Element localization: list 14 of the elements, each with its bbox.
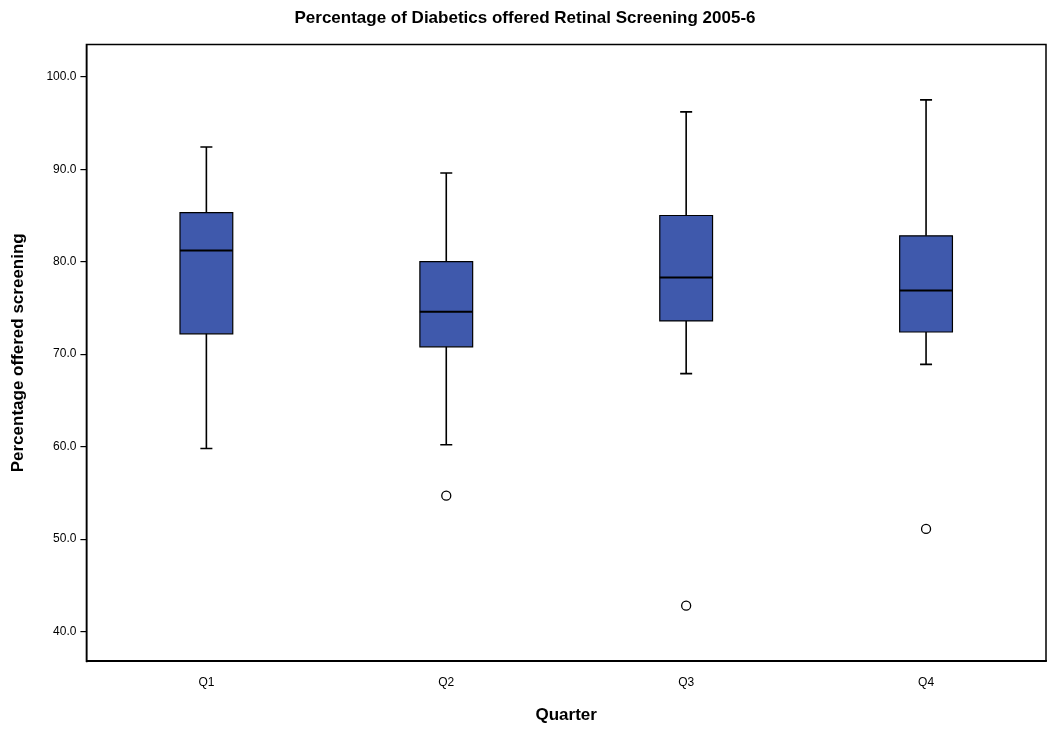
y-tick-label: 60.0	[53, 438, 77, 453]
x-axis-title: Quarter	[535, 705, 598, 725]
y-tick-label: 50.0	[53, 531, 77, 546]
chart-title: Percentage of Diabetics offered Retinal Screening 2005-6	[294, 7, 756, 27]
x-tick-label: Q2	[438, 674, 455, 689]
y-tick-label: 100.0	[46, 69, 77, 84]
x-tick-label: Q4	[918, 674, 935, 689]
y-tick-label: 80.0	[53, 254, 77, 269]
y-tick-label: 90.0	[53, 161, 77, 176]
y-axis-title: Percentage offered screening	[7, 233, 27, 473]
y-tick-label: 40.0	[53, 623, 77, 638]
y-tick-label: 70.0	[53, 346, 77, 361]
x-tick-label: Q3	[678, 674, 695, 689]
x-tick-label: Q1	[198, 674, 215, 689]
